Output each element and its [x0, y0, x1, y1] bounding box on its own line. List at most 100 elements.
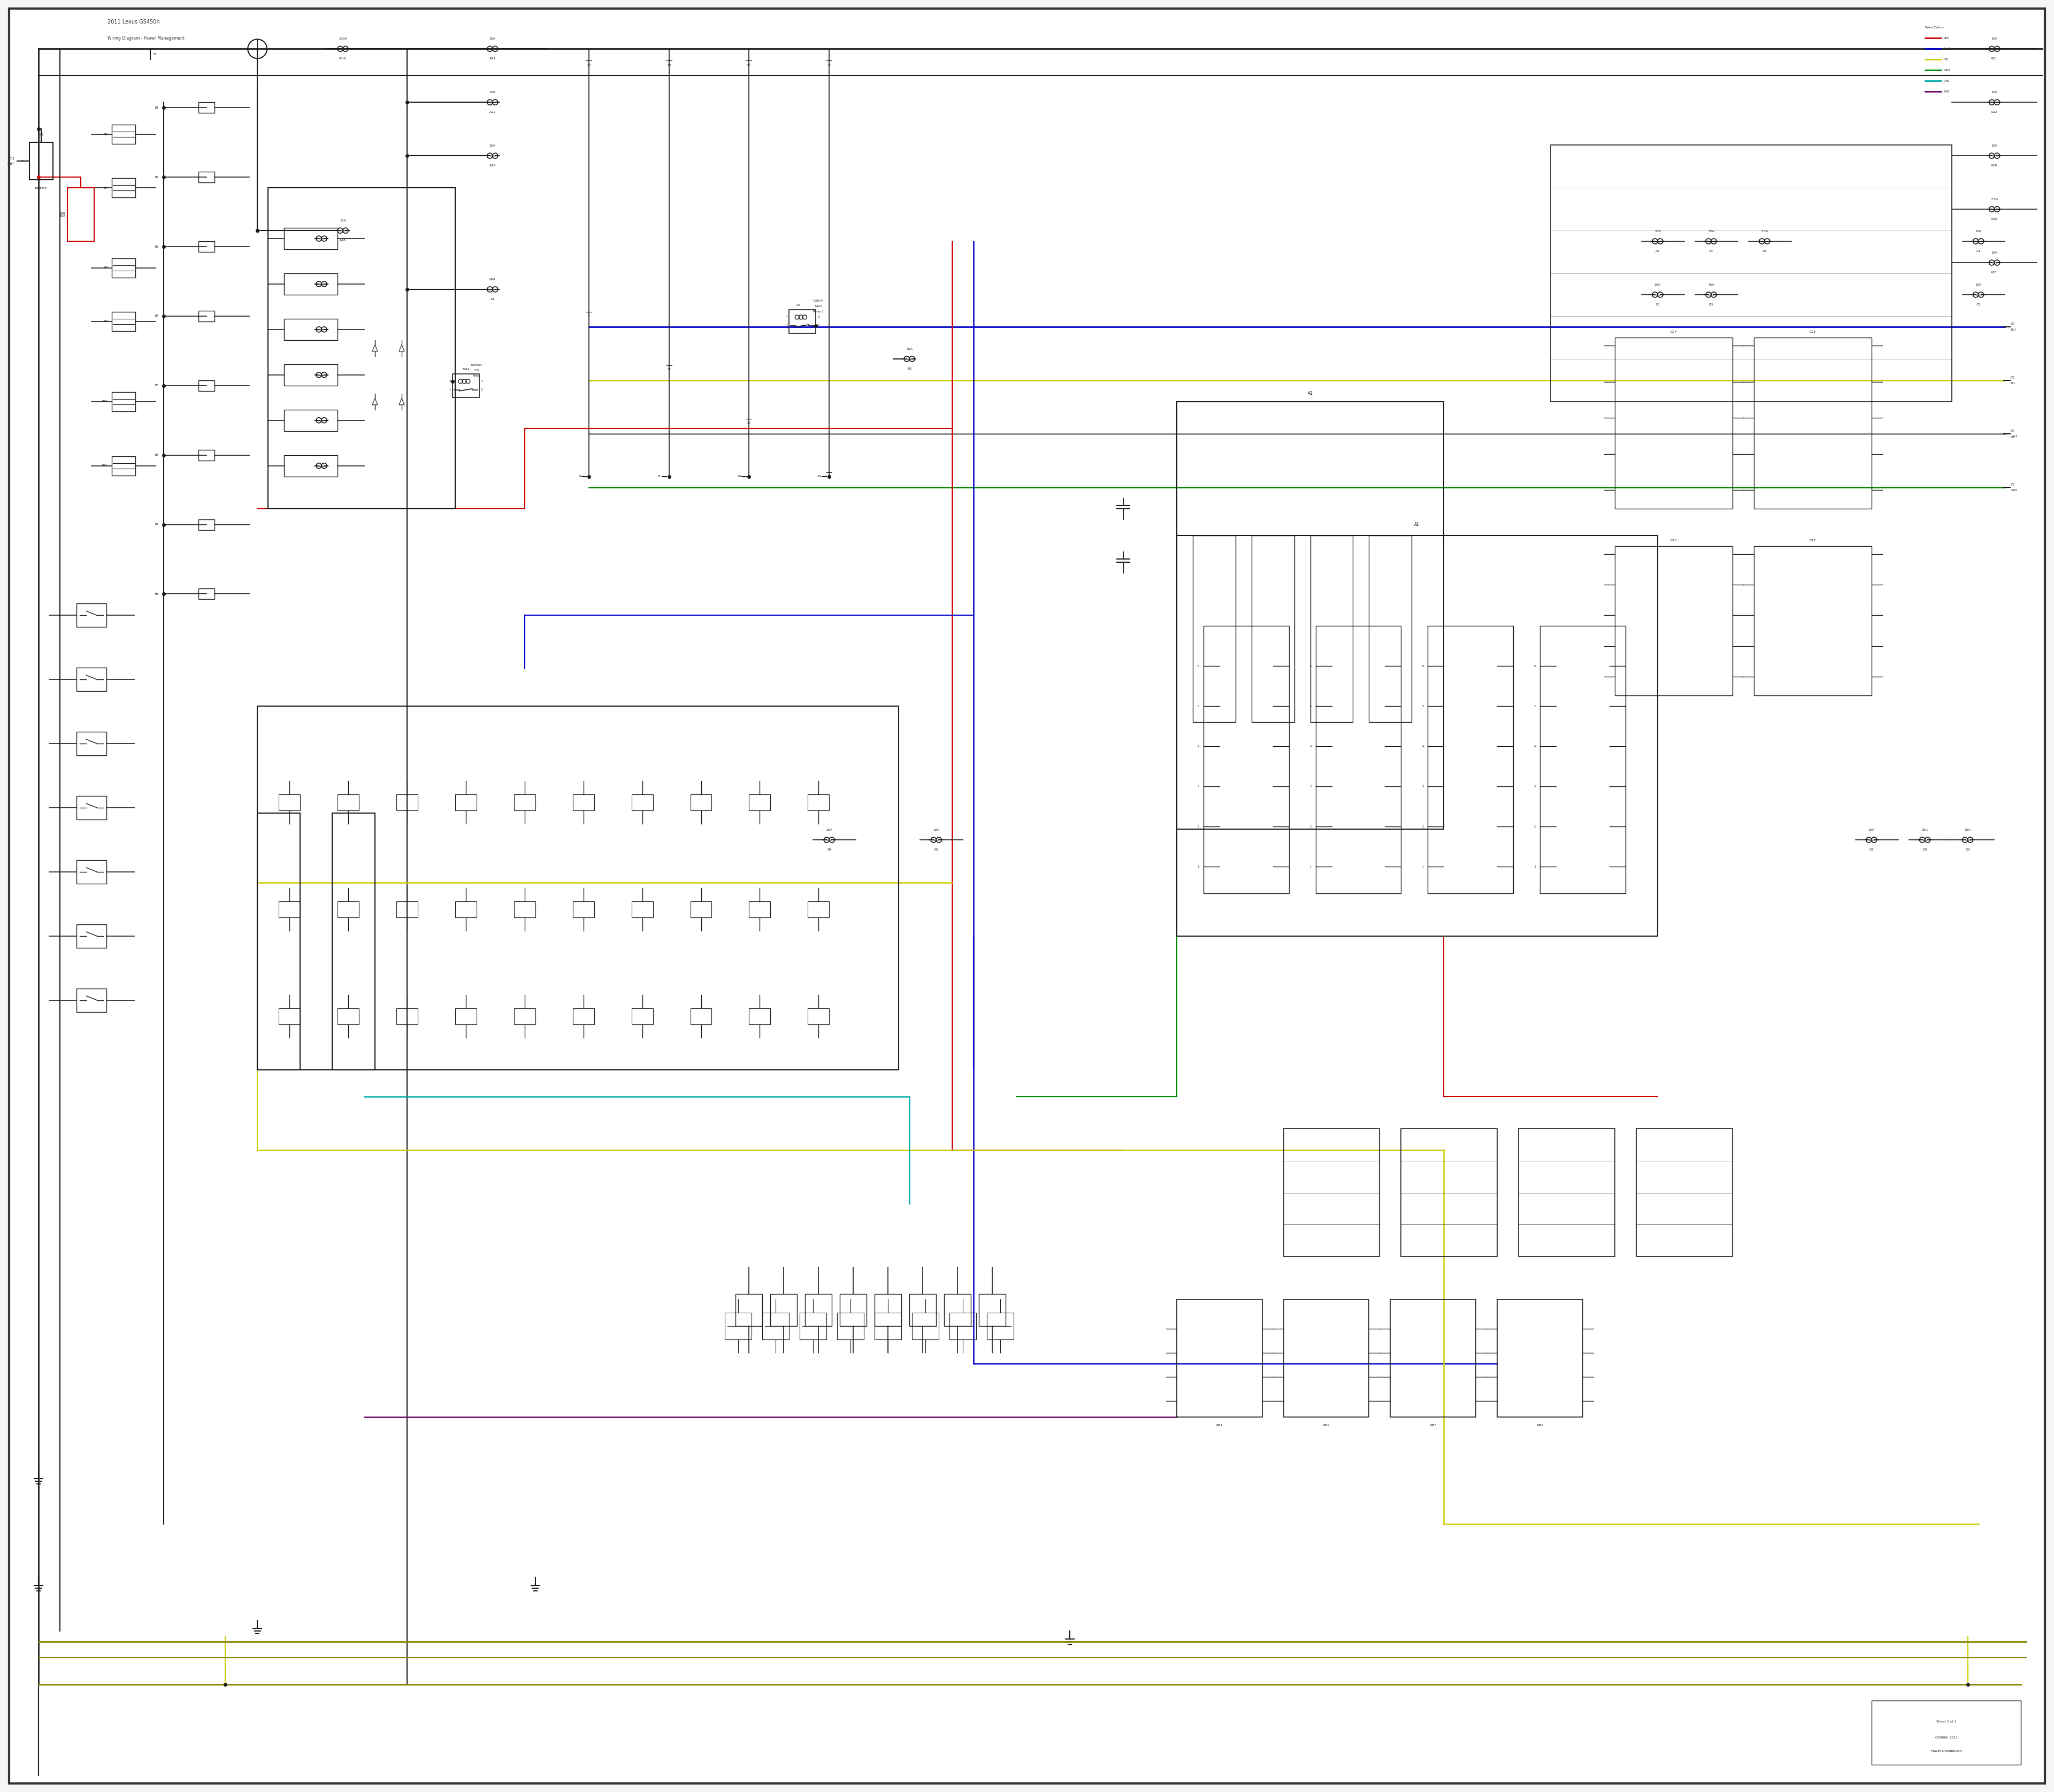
Text: 19: 19 — [817, 475, 822, 478]
Text: Main: Main — [815, 305, 822, 308]
Text: Battery: Battery — [35, 186, 47, 190]
Text: 15A: 15A — [489, 91, 495, 93]
Text: [E1]: [E1] — [8, 158, 14, 159]
Text: 42: 42 — [828, 63, 832, 66]
Bar — [1317, 625, 1401, 894]
Bar — [199, 590, 214, 599]
Bar — [283, 410, 337, 432]
Bar — [1637, 1129, 1732, 1256]
Text: RED: RED — [1943, 38, 1949, 39]
Bar — [1428, 625, 1514, 894]
Bar — [396, 901, 417, 918]
Text: 15A: 15A — [1869, 828, 1875, 831]
Text: Relay: Relay — [472, 375, 481, 378]
Text: [E]: [E] — [2011, 482, 2015, 486]
Text: B7: B7 — [154, 523, 158, 525]
Bar — [514, 901, 536, 918]
Bar — [573, 1009, 594, 1025]
Bar — [799, 1314, 826, 1340]
Text: 10A: 10A — [1990, 251, 1999, 254]
Text: 10A: 10A — [1990, 145, 1999, 147]
Bar — [1518, 1129, 1614, 1256]
Text: A1: A1 — [1308, 391, 1313, 396]
Text: Sheet 1 of 1: Sheet 1 of 1 — [1937, 1720, 1955, 1724]
Bar — [1284, 1129, 1380, 1256]
Bar — [1391, 1299, 1477, 1417]
Bar — [337, 794, 359, 810]
Bar — [1177, 536, 1658, 935]
Text: B1: B1 — [1656, 303, 1660, 306]
Bar — [1370, 536, 1411, 722]
Text: A29: A29 — [1990, 165, 1999, 167]
Bar — [807, 794, 830, 810]
Bar — [76, 796, 107, 819]
Bar — [76, 989, 107, 1012]
Bar — [1754, 337, 1871, 509]
Bar — [735, 1294, 762, 1326]
Bar — [1871, 1701, 2021, 1765]
Bar — [279, 901, 300, 918]
Bar — [1754, 547, 1871, 695]
Bar — [770, 1294, 797, 1326]
Text: 2011 Lexus GS450h: 2011 Lexus GS450h — [107, 20, 160, 25]
Bar — [283, 455, 337, 477]
Text: 15A: 15A — [1990, 91, 1999, 93]
Bar — [199, 172, 214, 183]
Bar — [456, 901, 477, 918]
Bar — [113, 457, 136, 475]
Bar — [805, 1294, 832, 1326]
Text: A21: A21 — [1990, 57, 1999, 61]
Bar — [514, 1009, 536, 1025]
Text: GRN: GRN — [1943, 68, 1949, 72]
Bar — [283, 228, 337, 249]
Text: 10A: 10A — [489, 145, 495, 147]
Text: B3: B3 — [1709, 303, 1713, 306]
Text: C26: C26 — [1670, 539, 1676, 541]
Text: 7.5A: 7.5A — [1990, 197, 1999, 201]
Bar — [199, 242, 214, 253]
Text: 100A: 100A — [339, 38, 347, 39]
Bar — [279, 794, 300, 810]
Bar — [113, 177, 136, 197]
Bar — [949, 1314, 976, 1340]
Bar — [279, 1009, 300, 1025]
Text: 20: 20 — [737, 475, 741, 478]
Bar — [1193, 536, 1234, 722]
Bar — [452, 375, 479, 398]
Bar — [283, 364, 337, 385]
Text: B10: B10 — [103, 400, 107, 403]
Bar — [631, 901, 653, 918]
Text: 59: 59 — [668, 63, 672, 66]
Text: B8: B8 — [105, 267, 107, 269]
Bar — [514, 794, 536, 810]
Bar — [573, 901, 594, 918]
Text: B2: B2 — [908, 367, 912, 371]
Bar — [690, 1009, 711, 1025]
Text: BLUE: BLUE — [1943, 48, 1951, 50]
Bar — [986, 1314, 1013, 1340]
Text: B6: B6 — [154, 453, 158, 457]
Bar — [29, 142, 53, 179]
Bar — [456, 1009, 477, 1025]
Text: A5: A5 — [1762, 249, 1766, 253]
Text: RB1: RB1 — [1216, 1425, 1222, 1426]
Text: B1: B1 — [154, 106, 158, 109]
Text: 15A: 15A — [1923, 828, 1929, 831]
Text: B5: B5 — [154, 383, 158, 387]
Text: 15A: 15A — [339, 219, 347, 222]
Bar — [1497, 1299, 1584, 1417]
Bar — [750, 794, 770, 810]
Bar — [789, 310, 815, 333]
Bar — [631, 794, 653, 810]
Bar — [838, 1314, 865, 1340]
Text: 1: 1 — [21, 159, 23, 163]
Text: 12: 12 — [668, 367, 672, 371]
Bar — [1614, 547, 1732, 695]
Text: A1: A1 — [491, 297, 495, 301]
Text: [EJ]
RED: [EJ] RED — [60, 211, 66, 217]
Text: CYN: CYN — [1943, 79, 1949, 82]
Text: 19: 19 — [828, 475, 832, 478]
Text: B5: B5 — [935, 848, 939, 851]
Text: Ignition: Ignition — [470, 364, 483, 367]
Bar — [1204, 625, 1288, 894]
